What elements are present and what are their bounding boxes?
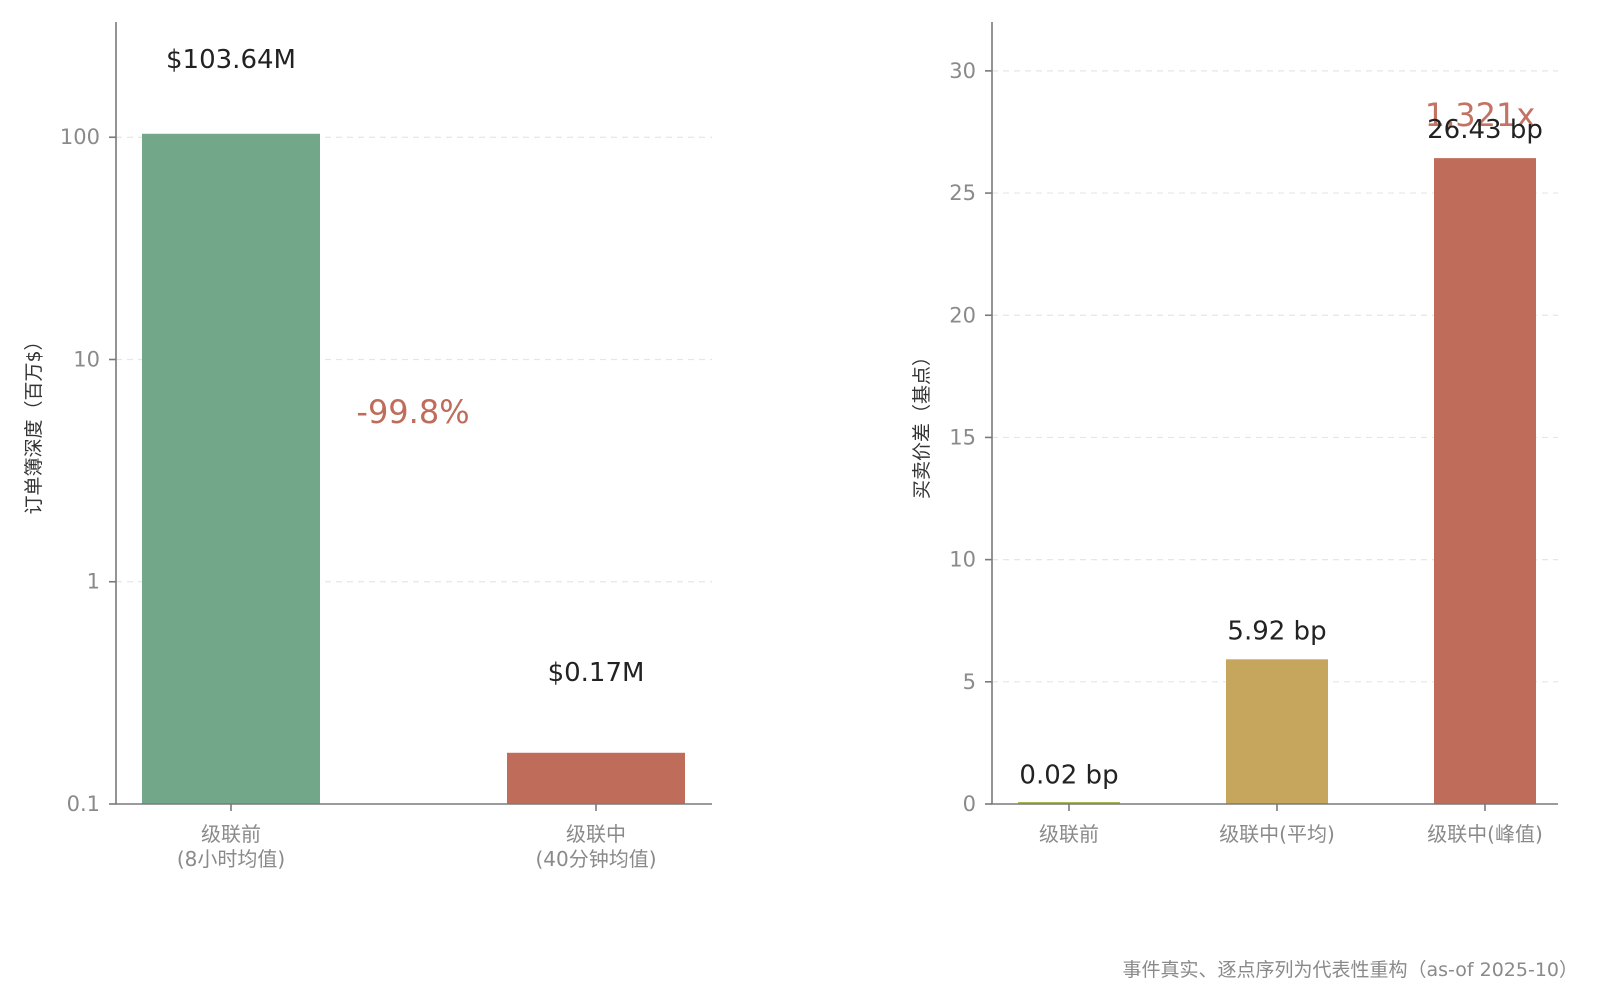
x-category-label: 级联中(峰值) [1427,822,1543,846]
ratio-annotation: 1,321x [1425,96,1536,134]
y-tick-label: 20 [949,303,976,327]
x-category-label: 级联前 [201,822,261,846]
y-tick-label: 25 [949,181,976,205]
x-category-sublabel: (40分钟均值) [535,847,656,871]
data-label: 0.02 bp [1019,761,1118,791]
y-tick-label: 10 [73,347,100,371]
y-tick-label: 0.1 [67,792,100,816]
x-category-label: 级联中 [566,822,626,846]
bar [1018,802,1120,804]
axes [991,22,1558,805]
y-axis-label: 买卖价差（基点） [911,347,933,499]
y-tick-label: 10 [949,548,976,572]
bar [142,133,320,804]
y-tick-label: 5 [963,670,976,694]
right-chart-spread: 0 5 10 15 20 25 30 级联前 0.02 bp 级联中(平均) 5.92 bp 级联中(… [911,22,1558,846]
data-label: $103.64M [166,45,296,75]
y-tick-label: 1 [87,570,100,594]
left-chart-depth: 0.1 1 10 100 级联前(8小时均值) 级联中(40分钟均值) $103.64M $0… [23,22,712,871]
data-label: 5.92 bp [1227,616,1326,646]
axes [115,22,712,805]
change-annotation: -99.8% [356,393,469,431]
bar [1226,659,1328,804]
y-tick-label: 15 [949,425,976,449]
x-category-label: 级联中(平均) [1219,822,1335,846]
footer-note: 事件真实、逐点序列为代表性重构（as-of 2025-10） [1123,959,1579,981]
x-category-label: 级联前 [1039,822,1099,846]
data-label: 26.43 bp [1427,115,1543,145]
bar [1434,158,1536,804]
y-tick-label: 100 [60,125,100,149]
y-tick-label: 30 [949,59,976,83]
x-category-sublabel: (8小时均值) [177,847,285,871]
y-tick-label: 0 [963,792,976,816]
bar [507,752,685,804]
y-axis-label: 订单簿深度（百万$） [23,331,45,514]
data-label: $0.17M [548,658,645,688]
